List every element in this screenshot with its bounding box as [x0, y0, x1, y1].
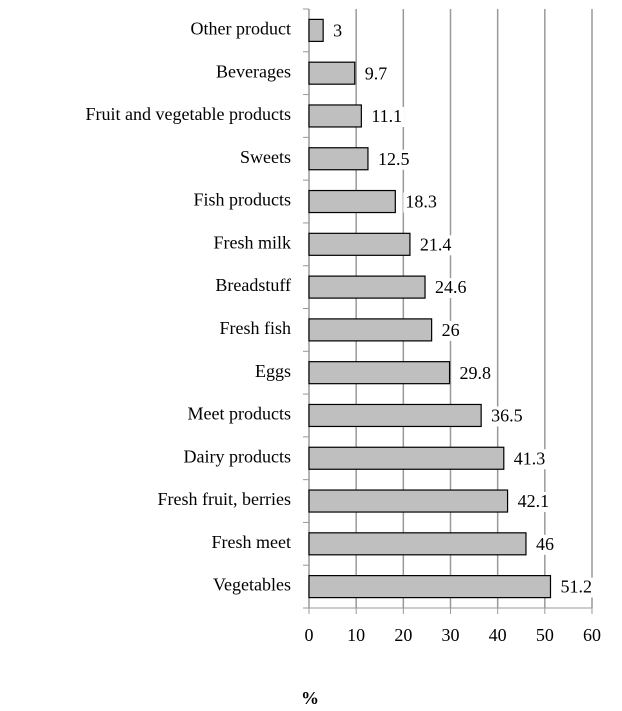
data-label-bg: [369, 106, 405, 127]
bar: [308, 489, 509, 513]
bar: [308, 532, 527, 556]
data-label: 36.5: [491, 406, 523, 426]
data-label: 26: [442, 320, 460, 340]
bar: [308, 232, 411, 256]
x-tick-label: 20: [394, 625, 412, 645]
data-label-bg: [489, 406, 525, 427]
data-label: 18.3: [405, 192, 437, 212]
y-tick-label: Meet products: [188, 404, 291, 424]
data-label-bg: [331, 21, 345, 42]
x-tick-label: 60: [583, 625, 601, 645]
x-axis-label: %: [301, 688, 319, 708]
data-label-bg: [403, 192, 439, 213]
x-tick-label: 0: [305, 625, 314, 645]
data-label-bg: [433, 278, 469, 299]
data-label: 3: [333, 21, 342, 41]
y-tick-label: Fresh fruit, berries: [158, 489, 291, 509]
y-tick-label: Fruit and vegetable products: [86, 104, 291, 124]
y-tick-label: Vegetables: [213, 575, 291, 595]
data-label-bg: [362, 64, 390, 85]
x-tick-label: 10: [347, 625, 365, 645]
data-label: 11.1: [371, 106, 402, 126]
data-label-bg: [558, 577, 594, 598]
data-label-bg: [417, 235, 454, 256]
x-tick-label: 40: [489, 625, 507, 645]
bar: [308, 189, 396, 214]
bar: [308, 403, 482, 428]
data-label: 42.1: [518, 491, 550, 511]
y-tick-label: Beverages: [216, 61, 291, 81]
data-label: 24.6: [435, 277, 467, 297]
y-tick-label: Dairy products: [184, 446, 291, 466]
data-label: 21.4: [420, 234, 452, 254]
data-label: 9.7: [365, 63, 388, 83]
y-tick-label: Fish products: [193, 190, 291, 210]
bar: [308, 18, 324, 42]
bar: [308, 575, 552, 599]
data-label: 29.8: [460, 363, 492, 383]
bar: [308, 446, 505, 470]
y-tick-label: Fresh milk: [213, 232, 291, 252]
data-label-bg: [511, 449, 548, 470]
y-tick-label: Fresh meet: [212, 532, 291, 552]
bar: [308, 147, 369, 171]
data-label-bg: [457, 363, 494, 384]
y-tick-label: Eggs: [255, 361, 291, 381]
data-label: 12.5: [378, 149, 410, 169]
y-tick-label: Fresh fish: [220, 318, 292, 338]
data-label: 46: [536, 534, 554, 554]
bar: [308, 318, 433, 342]
data-label: 51.2: [560, 577, 592, 597]
data-label-bg: [439, 320, 462, 341]
bar: [308, 104, 362, 128]
bar: [308, 61, 356, 85]
y-tick-label: Other product: [191, 19, 291, 39]
bar: [308, 361, 451, 385]
x-tick-label: 30: [442, 625, 460, 645]
bar: [308, 275, 426, 299]
data-label-bg: [515, 492, 552, 513]
data-label-bg: [533, 534, 556, 555]
data-label-bg: [375, 149, 412, 170]
x-tick-label: 50: [536, 625, 554, 645]
y-tick-label: Sweets: [240, 147, 291, 167]
y-tick-label: Breadstuff: [215, 275, 291, 295]
data-label: 41.3: [514, 448, 546, 468]
